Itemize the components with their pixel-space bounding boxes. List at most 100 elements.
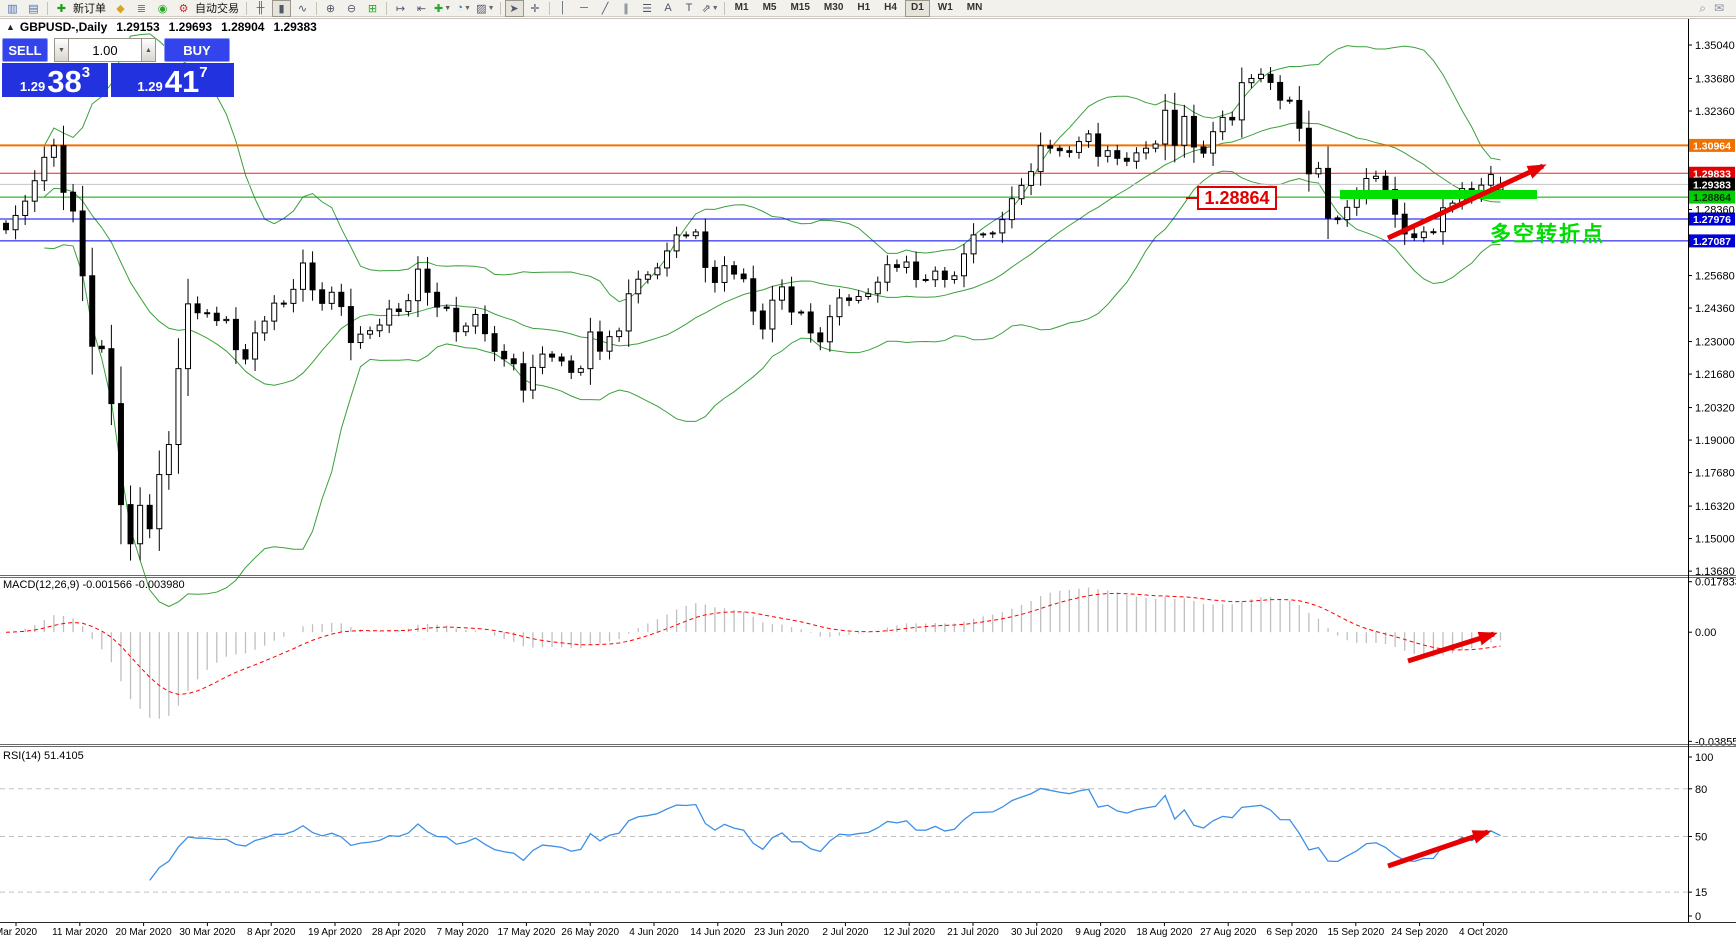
toolbar-separator (723, 1, 725, 15)
timeframe-h4-button[interactable]: H4 (884, 1, 897, 13)
text-icon[interactable]: A (664, 2, 672, 14)
market-watch-icon[interactable]: ≣ (136, 2, 147, 15)
timeframe-d1-button[interactable]: D1 (904, 0, 930, 17)
buy-price-sup: 7 (199, 64, 208, 81)
svg-text:1.30964: 1.30964 (1693, 140, 1731, 152)
dropdown-arrow-icon[interactable]: ▼ (464, 4, 471, 12)
profiles-icon[interactable]: ▤ (28, 2, 39, 15)
macd-trend-arrow (1407, 631, 1498, 664)
one-click-trade-panel: SELL ▼ 1.00 ▲ BUY 1.29 38 3 1.29 41 7 (2, 38, 234, 97)
svg-text:26 May 2020: 26 May 2020 (561, 927, 619, 938)
price-axis-ticks: 1.35040 1.33680 1.32360 1.28360 1.25680 1.243… (1688, 40, 1735, 578)
sell-button[interactable]: SELL (2, 38, 48, 62)
toolbar-separator (386, 1, 387, 15)
timeframe-m5-button[interactable]: M5 (762, 1, 777, 13)
buy-button[interactable]: BUY (164, 38, 230, 62)
svg-text:4 Oct 2020: 4 Oct 2020 (1459, 927, 1508, 938)
arrows-icon[interactable]: ⇗ ▼ (701, 2, 719, 15)
timeframe-m30-button[interactable]: M30 (823, 1, 844, 13)
price-line-label: 1.27087 (1689, 234, 1735, 248)
svg-text:-0.038559: -0.038559 (1695, 736, 1736, 748)
new-chart-icon[interactable]: ▥ (7, 2, 18, 15)
price-line-label: 1.29383 (1689, 177, 1735, 191)
new-order-icon[interactable]: ✚ (56, 2, 67, 15)
templates-icon[interactable]: ▨ ▼ (476, 2, 495, 15)
horizontal-line-icon[interactable]: ─ (580, 2, 588, 14)
crosshair-icon[interactable]: ✛ (530, 2, 540, 15)
svg-text:100: 100 (1695, 752, 1713, 764)
timeframe-w1-button[interactable]: W1 (937, 1, 953, 13)
svg-text:1.20320: 1.20320 (1695, 403, 1735, 415)
line-chart-icon[interactable]: ∿ (297, 2, 308, 15)
support-zone-bar (1340, 190, 1537, 199)
timeframe-m15-button[interactable]: M15 (790, 1, 810, 13)
dropdown-arrow-icon[interactable]: ▼ (711, 4, 719, 12)
tile-windows-icon[interactable]: ⊞ (367, 2, 378, 15)
zoom-out-icon[interactable]: ⊖ (346, 2, 357, 15)
buy-price-big: 41 (164, 64, 200, 99)
toolbar-separator (499, 1, 501, 15)
timeframe-h1-button[interactable]: H1 (857, 1, 871, 13)
buy-price-display[interactable]: 1.29 41 7 (111, 63, 234, 97)
svg-text:21 Jul 2020: 21 Jul 2020 (947, 927, 999, 938)
dropdown-arrow-icon[interactable]: ▼ (487, 4, 495, 12)
svg-text:30 Mar 2020: 30 Mar 2020 (179, 927, 236, 938)
cursor-icon[interactable]: ➤ (504, 0, 524, 17)
timeframe-mn-button[interactable]: MN (966, 1, 983, 13)
sell-price-display[interactable]: 1.29 38 3 (2, 63, 108, 97)
volume-increase-button[interactable]: ▲ (141, 38, 156, 62)
metaeditor-icon[interactable]: ◆ (116, 2, 125, 15)
svg-text:1.25680: 1.25680 (1695, 271, 1735, 283)
svg-text:1.33680: 1.33680 (1695, 73, 1735, 85)
bar-chart-icon[interactable]: ╫ (256, 2, 265, 14)
ohlc-open: 1.29153 (116, 20, 160, 34)
chart-annotations (1340, 163, 1547, 869)
autotrading-icon[interactable]: ⚙ (178, 2, 189, 15)
svg-text:30 Jul 2020: 30 Jul 2020 (1011, 927, 1063, 938)
svg-text:28 Apr 2020: 28 Apr 2020 (372, 927, 426, 938)
autotrading-label[interactable]: 自动交易 (195, 3, 239, 15)
volume-input[interactable]: 1.00 (69, 38, 141, 62)
svg-text:24 Sep 2020: 24 Sep 2020 (1391, 927, 1448, 938)
equidistant-channel-icon[interactable]: ∥ (623, 2, 629, 15)
svg-text:0.017833: 0.017833 (1695, 577, 1736, 589)
rsi-trend-arrow (1387, 829, 1492, 869)
svg-text:4 Jun 2020: 4 Jun 2020 (629, 927, 679, 938)
indicators-icon[interactable]: ✚ ▼ (434, 2, 452, 15)
svg-text:80: 80 (1695, 784, 1707, 796)
svg-text:1.16320: 1.16320 (1695, 501, 1735, 513)
candlestick-chart-icon[interactable]: ▮ (272, 0, 291, 17)
text-label-icon[interactable]: T (685, 2, 693, 14)
zoom-in-icon[interactable]: ⊕ (325, 2, 336, 15)
timeframe-m1-button[interactable]: M1 (734, 1, 749, 13)
sell-price-prefix: 1.29 (19, 79, 46, 94)
periods-icon[interactable]: ◔ ▼ (456, 2, 471, 14)
svg-text:1.32360: 1.32360 (1695, 106, 1735, 118)
macd-indicator-label: MACD(12,26,9) -0.001566 -0.003980 (3, 579, 185, 591)
macd-pane: 0.017833 0.00 -0.038559 (5, 577, 1736, 748)
pane-borders (0, 18, 1736, 923)
auto-scroll-icon[interactable]: ↦ (395, 2, 406, 15)
svg-text:27 Aug 2020: 27 Aug 2020 (1200, 927, 1257, 938)
new-order-label[interactable]: 新订单 (73, 3, 106, 15)
dropdown-arrow-icon[interactable]: ▼ (444, 4, 452, 12)
vertical-line-icon[interactable]: │ (559, 2, 567, 14)
svg-text:15: 15 (1695, 887, 1707, 899)
trendline-icon[interactable]: ╱ (601, 2, 609, 15)
chat-icon[interactable]: ✉ (1713, 0, 1724, 15)
collapse-panel-arrow[interactable]: ▲ (6, 22, 15, 32)
svg-text:1.28864: 1.28864 (1693, 192, 1731, 204)
ohlc-low: 1.28904 (221, 20, 265, 34)
sell-price-big: 38 (47, 64, 82, 99)
signals-icon[interactable]: ◉ (157, 2, 168, 15)
svg-text:Mar 2020: Mar 2020 (0, 927, 38, 938)
price-callout-box: 1.28864 (1186, 186, 1277, 210)
svg-text:1.27087: 1.27087 (1693, 236, 1731, 248)
svg-text:11 Mar 2020: 11 Mar 2020 (52, 927, 108, 938)
search-icon[interactable]: ⌕ (1699, 0, 1706, 15)
svg-text:50: 50 (1695, 832, 1707, 844)
chart-shift-icon[interactable]: ⇤ (416, 2, 427, 15)
volume-decrease-button[interactable]: ▼ (54, 38, 69, 62)
fibonacci-icon[interactable]: ☰ (642, 2, 652, 15)
